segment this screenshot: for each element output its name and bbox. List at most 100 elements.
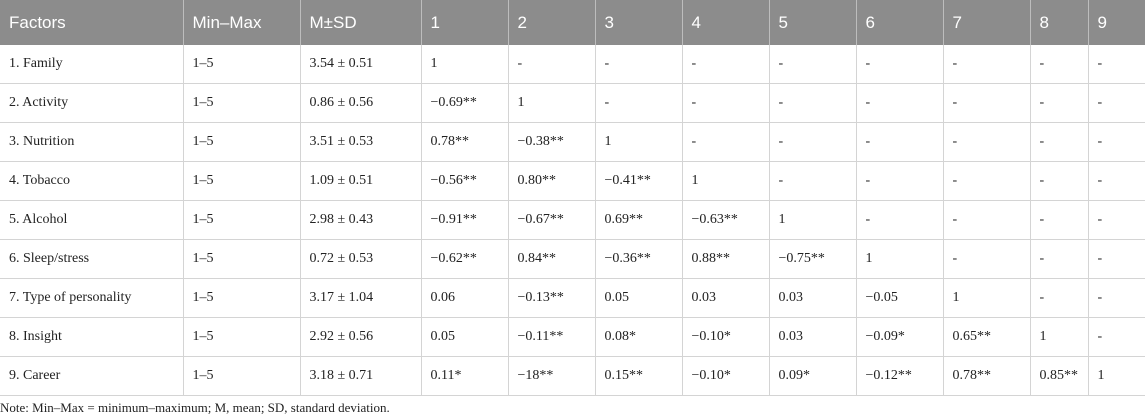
table-cell: 0.85** bbox=[1030, 356, 1089, 396]
table-cell: −0.56** bbox=[421, 161, 509, 201]
table-cell: −0.09* bbox=[856, 317, 944, 357]
table-cell: 1–5 bbox=[183, 278, 301, 318]
header-cell: M±SD bbox=[300, 0, 422, 45]
table-cell: - bbox=[856, 45, 944, 84]
table-cell: 0.80** bbox=[508, 161, 596, 201]
table-cell: 0.09* bbox=[769, 356, 857, 396]
table-row: 8. Insight 1–5 2.92 ± 0.56 0.05 −0.11** 0.08*… bbox=[0, 317, 1145, 357]
table-note: Note: Min–Max = minimum–maximum; M, mean… bbox=[0, 400, 390, 415]
table-cell: 5. Alcohol bbox=[0, 200, 184, 240]
table-cell: −0.36** bbox=[595, 239, 683, 279]
table-cell: 2. Activity bbox=[0, 83, 184, 123]
table-cell: 1. Family bbox=[0, 45, 184, 84]
table-cell: - bbox=[1030, 200, 1089, 240]
table-cell: - bbox=[682, 45, 770, 84]
header-cell: 5 bbox=[769, 0, 857, 45]
table-cell: 0.78** bbox=[421, 122, 509, 162]
table-cell: 0.08* bbox=[595, 317, 683, 357]
table-cell: 1–5 bbox=[183, 239, 301, 279]
table-cell: 1 bbox=[1088, 356, 1145, 396]
table-row: 3. Nutrition 1–5 3.51 ± 0.53 0.78** −0.38** 1… bbox=[0, 122, 1145, 162]
header-cell: 6 bbox=[856, 0, 944, 45]
table-cell: 0.72 ± 0.53 bbox=[300, 239, 422, 279]
table-cell: - bbox=[1088, 278, 1145, 318]
table-cell: 1–5 bbox=[183, 122, 301, 162]
table-cell: −0.91** bbox=[421, 200, 509, 240]
table-cell: 0.88** bbox=[682, 239, 770, 279]
table-cell: - bbox=[508, 45, 596, 84]
table-cell: 1–5 bbox=[183, 200, 301, 240]
table-cell: 3.18 ± 0.71 bbox=[300, 356, 422, 396]
table-cell: - bbox=[1088, 239, 1145, 279]
table-cell: 1 bbox=[769, 200, 857, 240]
table-cell: - bbox=[595, 83, 683, 123]
table-row: 1. Family 1–5 3.54 ± 0.51 1- - - - - - - - bbox=[0, 45, 1145, 84]
table-cell: 0.86 ± 0.56 bbox=[300, 83, 422, 123]
table-cell: - bbox=[769, 45, 857, 84]
table-cell: - bbox=[595, 45, 683, 84]
table-cell: - bbox=[682, 122, 770, 162]
table-cell: 1 bbox=[595, 122, 683, 162]
table-cell: −0.10* bbox=[682, 317, 770, 357]
table-cell: −0.38** bbox=[508, 122, 596, 162]
table-cell: 1.09 ± 0.51 bbox=[300, 161, 422, 201]
table-cell: - bbox=[682, 83, 770, 123]
table-cell: - bbox=[1088, 83, 1145, 123]
table-cell: 0.69** bbox=[595, 200, 683, 240]
table-cell: - bbox=[943, 161, 1031, 201]
table-cell: −0.10* bbox=[682, 356, 770, 396]
table-cell: - bbox=[856, 122, 944, 162]
table-cell: - bbox=[1030, 161, 1089, 201]
table-cell: −18** bbox=[508, 356, 596, 396]
table-cell: 1–5 bbox=[183, 317, 301, 357]
table-cell: −0.41** bbox=[595, 161, 683, 201]
table-cell: −0.67** bbox=[508, 200, 596, 240]
table-cell: 0.11* bbox=[421, 356, 509, 396]
header-cell: 8 bbox=[1030, 0, 1089, 45]
table-row: 9. Career 1–5 3.18 ± 0.71 0.11* −18** 0.15** −… bbox=[0, 356, 1145, 396]
table-row: 5. Alcohol 1–5 2.98 ± 0.43 −0.91** −0.67** 0.… bbox=[0, 200, 1145, 240]
table-cell: - bbox=[943, 45, 1031, 84]
table-cell: - bbox=[1030, 45, 1089, 84]
table-cell: 1 bbox=[943, 278, 1031, 318]
table-cell: 3.54 ± 0.51 bbox=[300, 45, 422, 84]
table-cell: 7. Type of personality bbox=[0, 278, 184, 318]
table-cell: - bbox=[943, 200, 1031, 240]
table-cell: 3. Nutrition bbox=[0, 122, 184, 162]
table-cell: 1–5 bbox=[183, 83, 301, 123]
table-cell: - bbox=[1088, 200, 1145, 240]
table-cell: 0.03 bbox=[682, 278, 770, 318]
table-cell: 1–5 bbox=[183, 45, 301, 84]
table-cell: - bbox=[1030, 122, 1089, 162]
table-cell: −0.12** bbox=[856, 356, 944, 396]
table-cell: 0.78** bbox=[943, 356, 1031, 396]
table-cell: 2.92 ± 0.56 bbox=[300, 317, 422, 357]
table-row: 6. Sleep/stress 1–5 0.72 ± 0.53 −0.62** 0.84… bbox=[0, 239, 1145, 279]
table-cell: 9. Career bbox=[0, 356, 184, 396]
table-body: 1. Family 1–5 3.54 ± 0.51 1- - - - - - - -2. Activ… bbox=[0, 45, 1145, 396]
table-cell: 1 bbox=[508, 83, 596, 123]
table-cell: - bbox=[769, 83, 857, 123]
header-cell: 3 bbox=[595, 0, 683, 45]
table-cell: 0.03 bbox=[769, 278, 857, 318]
table-cell: - bbox=[943, 122, 1031, 162]
table-cell: 1–5 bbox=[183, 356, 301, 396]
table-cell: 1 bbox=[1030, 317, 1089, 357]
header-cell: 1 bbox=[421, 0, 509, 45]
table-cell: - bbox=[1088, 161, 1145, 201]
table-cell: −0.63** bbox=[682, 200, 770, 240]
header-cell: 9 bbox=[1088, 0, 1145, 45]
header-cell: Factors bbox=[0, 0, 184, 45]
header-cell: 2 bbox=[508, 0, 596, 45]
table-cell: - bbox=[856, 200, 944, 240]
table-row: 4. Tobacco 1–5 1.09 ± 0.51 −0.56** 0.80** −0.… bbox=[0, 161, 1145, 201]
table-cell: - bbox=[943, 83, 1031, 123]
header-row: Factors Min–Max M±SD 1 2 3 4 5 6 7 8 9 bbox=[0, 0, 1145, 45]
table-cell: −0.11** bbox=[508, 317, 596, 357]
table-cell: −0.75** bbox=[769, 239, 857, 279]
table-cell: 0.65** bbox=[943, 317, 1031, 357]
table-cell: 0.06 bbox=[421, 278, 509, 318]
table-cell: 0.05 bbox=[595, 278, 683, 318]
table-cell: 1 bbox=[421, 45, 509, 84]
